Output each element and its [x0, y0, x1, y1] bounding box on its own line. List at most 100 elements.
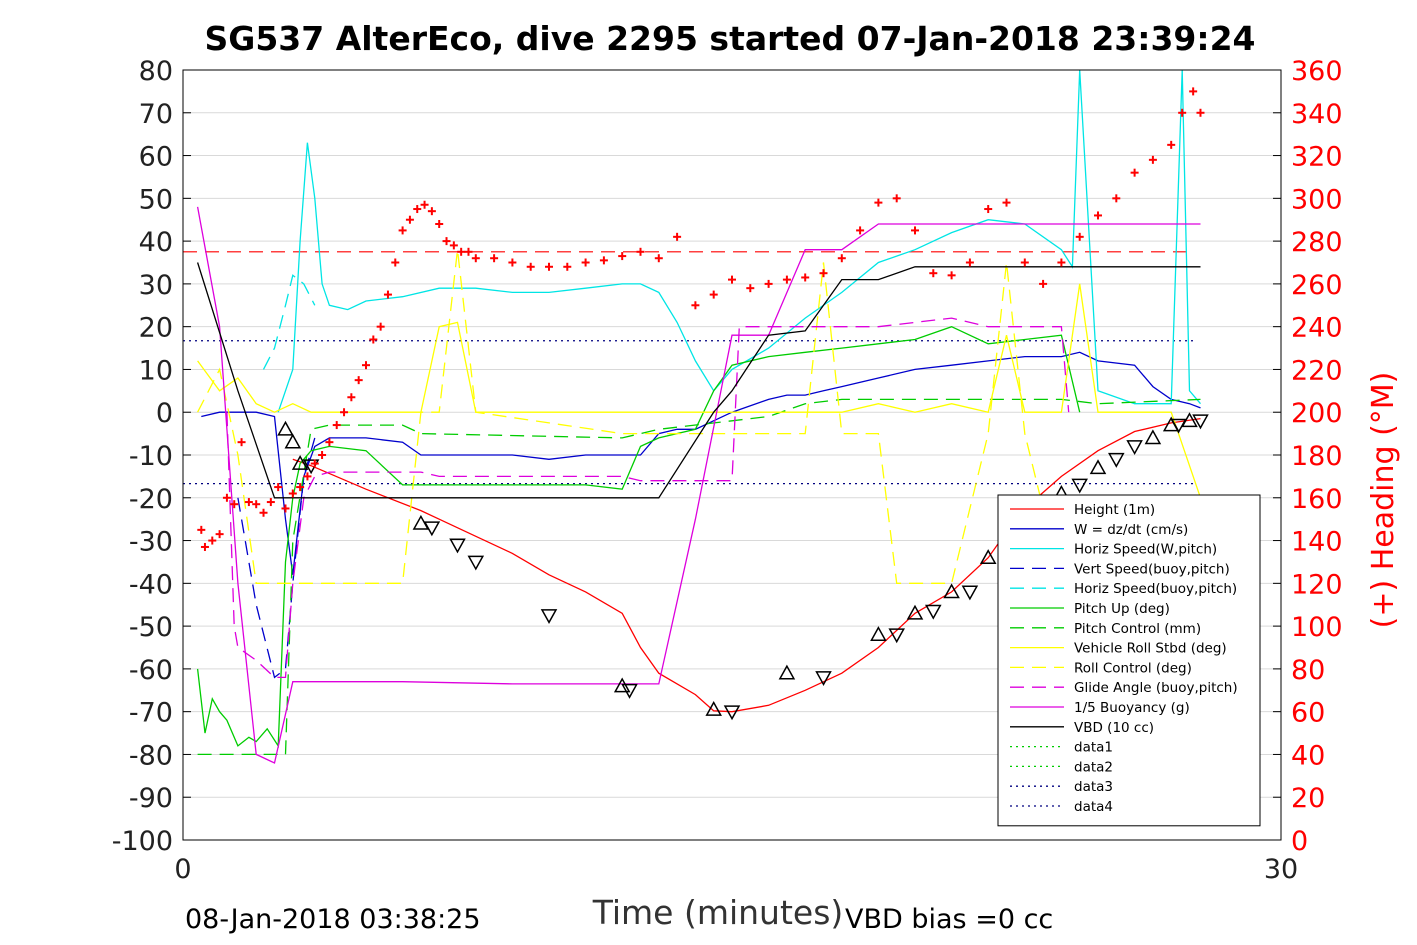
legend-entry: Pitch Control (mm) — [1074, 621, 1201, 637]
heading-point — [526, 262, 535, 271]
heading-point — [1020, 258, 1029, 267]
triangle-down-marker — [1126, 440, 1143, 455]
triangle-up-marker — [284, 433, 302, 449]
x-axis: 0 30 — [174, 832, 1298, 885]
legend-entry: Horiz Speed(buoy,pitch) — [1074, 581, 1237, 597]
left-tick-label: -80 — [129, 740, 173, 771]
heading-point — [420, 200, 429, 209]
heading-point — [413, 205, 422, 214]
right-tick-label: 220 — [1291, 355, 1343, 386]
heading-point — [405, 215, 414, 224]
heading-points — [197, 87, 1205, 551]
right-tick-label: 20 — [1291, 783, 1325, 814]
legend-entry: 1/5 Buoyancy (g) — [1074, 700, 1190, 716]
heading-point — [801, 273, 810, 282]
triangle-down-marker — [1192, 414, 1209, 430]
heading-point — [244, 498, 253, 507]
heading-point — [471, 254, 480, 263]
heading-point — [442, 237, 451, 246]
heading-point — [369, 335, 378, 344]
series-line-pitch-control-mm- — [197, 398, 1201, 756]
series-line-horiz-speed-buoy-pitch- — [262, 274, 316, 370]
heading-point — [618, 252, 627, 261]
series-layer — [196, 69, 1202, 764]
triangle-up-marker — [1144, 429, 1162, 445]
heading-point — [197, 525, 206, 534]
heading-point — [288, 489, 297, 498]
right-tick-label: 40 — [1291, 740, 1325, 771]
left-tick-label: 60 — [139, 142, 173, 173]
heading-point — [259, 508, 268, 517]
heading-point — [237, 438, 246, 447]
heading-point — [673, 232, 682, 241]
heading-point — [563, 262, 572, 271]
heading-point — [856, 226, 865, 235]
series-line-vbd-10-cc- — [196, 262, 1201, 499]
heading-point — [764, 279, 773, 288]
x-tick-label: 0 — [174, 854, 191, 885]
heading-point — [1167, 140, 1176, 149]
footer-timestamp: 08-Jan-2018 03:38:25 — [185, 904, 481, 935]
heading-point — [929, 269, 938, 278]
series-line-horiz-speed-w-pitch- — [277, 69, 1201, 413]
heading-point — [947, 271, 956, 280]
heading-point — [746, 284, 755, 293]
right-tick-label: 100 — [1291, 612, 1343, 643]
triangle-down-marker — [540, 609, 558, 624]
heading-point — [508, 258, 517, 267]
heading-point — [449, 241, 458, 250]
heading-point — [654, 254, 663, 263]
heading-point — [1178, 108, 1187, 117]
legend-entry: Vehicle Roll Stbd (deg) — [1074, 641, 1227, 657]
heading-point — [427, 207, 436, 216]
right-tick-label: 200 — [1291, 398, 1343, 429]
legend-entry: Height (1m) — [1074, 502, 1155, 518]
legend-entry: Pitch Up (deg) — [1074, 601, 1170, 617]
heading-point — [1094, 211, 1102, 220]
legend-entry: VBD (10 cc) — [1074, 720, 1154, 736]
heading-point — [266, 498, 275, 507]
right-tick-label: 340 — [1291, 99, 1343, 130]
legend-entry: Horiz Speed(W,pitch) — [1074, 542, 1217, 558]
triangle-down-marker — [1108, 452, 1125, 468]
left-tick-label: 40 — [139, 227, 173, 258]
heading-point — [340, 408, 349, 417]
right-tick-label: 260 — [1291, 270, 1343, 301]
heading-point — [984, 205, 993, 214]
triangle-down-marker — [467, 555, 485, 571]
triangle-up-marker — [778, 664, 796, 680]
left-tick-label: -30 — [129, 527, 173, 558]
left-tick-label: 10 — [139, 355, 173, 386]
heading-point — [782, 275, 791, 284]
x-axis-label: Time (minutes) — [592, 893, 844, 932]
heading-point — [892, 194, 901, 203]
right-tick-label: 80 — [1291, 655, 1325, 686]
legend-entry: W = dz/dt (cm/s) — [1074, 522, 1188, 538]
triangle-down-marker — [449, 538, 466, 554]
heading-point — [709, 290, 718, 299]
heading-point — [347, 393, 356, 402]
left-tick-label: -50 — [129, 612, 173, 643]
heading-point — [636, 247, 645, 256]
heading-point — [383, 290, 392, 299]
heading-point — [318, 451, 327, 459]
right-tick-label: 160 — [1291, 484, 1343, 515]
triangle-up-marker — [277, 420, 294, 436]
heading-point — [1002, 198, 1011, 207]
right-tick-label: 180 — [1291, 441, 1343, 472]
left-tick-label: -20 — [129, 484, 173, 515]
right-tick-label: 240 — [1291, 313, 1343, 344]
triangle-up-marker — [943, 583, 960, 599]
legend-entry: Roll Control (deg) — [1074, 660, 1192, 676]
left-tick-label: 20 — [139, 313, 173, 344]
heading-point — [354, 376, 363, 385]
heading-point — [874, 198, 883, 207]
right-tick-label: 280 — [1291, 227, 1343, 258]
heading-point — [837, 254, 846, 263]
heading-point — [376, 322, 385, 331]
left-tick-label: 30 — [139, 270, 173, 301]
right-axis-label: (+) Heading (°M) — [1366, 372, 1401, 629]
heading-point — [1057, 258, 1066, 267]
heading-point — [325, 438, 334, 447]
